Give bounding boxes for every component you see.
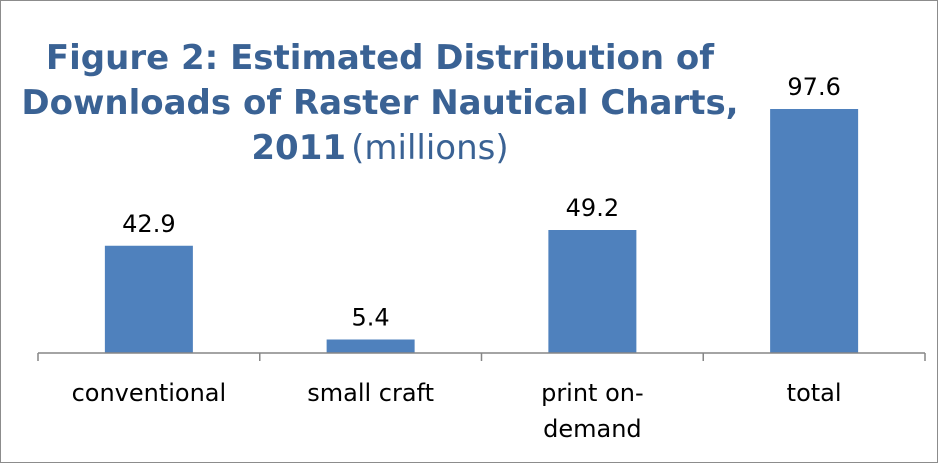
chart-title-line-1: Figure 2: Estimated Distribution of [45,38,715,78]
category-label-0: conventional [72,379,227,407]
bar-3 [770,109,859,353]
data-label-3: 97.6 [787,73,840,101]
chart-title-line-2: Downloads of Raster Nautical Charts, [21,83,739,123]
category-label-3: total [787,379,842,407]
data-label-1: 5.4 [352,304,390,332]
chart-title-unit: (millions) [351,128,509,168]
chart-title-year: 2011 [251,128,347,168]
data-label-0: 42.9 [122,210,175,238]
bar-1 [326,339,415,353]
bar-2 [548,230,637,353]
chart-title-line-3: 2011 (millions) [251,128,508,168]
bar-0 [104,245,193,353]
chart-title: Figure 2: Estimated Distribution of Down… [20,36,740,176]
data-label-2: 49.2 [566,194,619,222]
category-label-1: small craft [307,379,434,407]
category-label-2: print on-demand [541,379,644,443]
